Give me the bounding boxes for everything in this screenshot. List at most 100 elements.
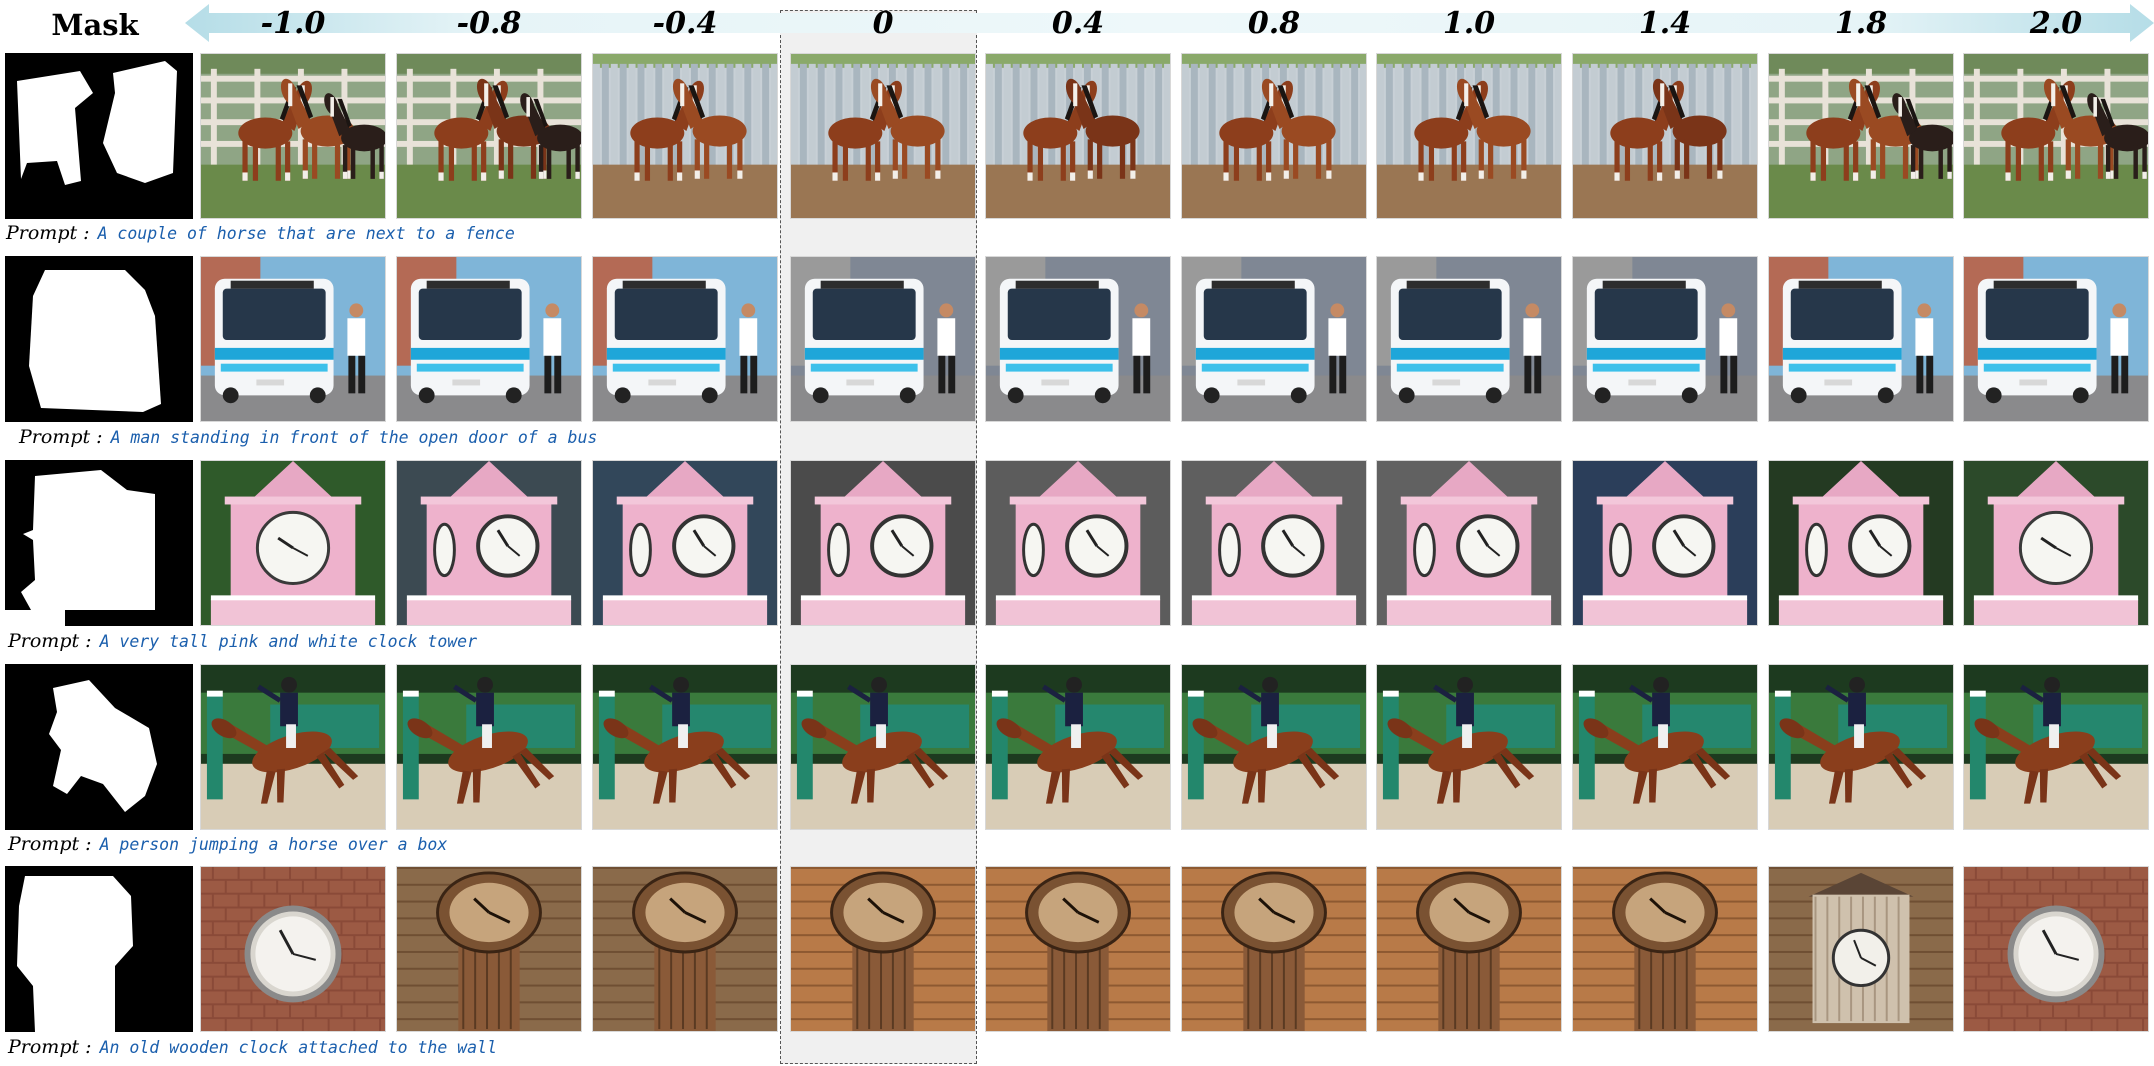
generated-image	[201, 867, 385, 1031]
generated-image	[593, 54, 777, 218]
generated-image-tile	[1963, 256, 2149, 422]
generated-image-tile	[200, 256, 386, 422]
mask-shape	[49, 680, 157, 812]
generated-image-tile	[1768, 460, 1954, 626]
mask-column-title: Mask	[51, 8, 139, 42]
prompt-key: Prompt :	[8, 630, 92, 652]
mask-shape	[5, 470, 155, 626]
generated-image	[201, 665, 385, 829]
generated-image	[1182, 665, 1366, 829]
generated-image-tile	[1376, 866, 1562, 1032]
generated-image	[791, 257, 975, 421]
scale-label: 1.0	[1442, 6, 1496, 41]
generated-image-tile	[790, 664, 976, 830]
generated-image-tile	[1768, 53, 1954, 219]
generated-image-tile	[1963, 664, 2149, 830]
generated-image	[1573, 665, 1757, 829]
generated-image-tile	[1181, 256, 1367, 422]
prompt-text: A man standing in front of the open door…	[110, 428, 598, 447]
prompt-text: A person jumping a horse over a box	[99, 835, 448, 854]
generated-image	[791, 665, 975, 829]
generated-image-tile	[1376, 256, 1562, 422]
generated-image-tile	[1963, 53, 2149, 219]
mask-shape	[29, 270, 161, 412]
generated-image-tile	[592, 460, 778, 626]
generated-image	[1377, 867, 1561, 1031]
generated-image	[1769, 257, 1953, 421]
mask-tile	[5, 256, 193, 422]
prompt-text: An old wooden clock attached to the wall	[99, 1038, 497, 1057]
scale-label: -0.4	[652, 6, 718, 41]
generated-image	[201, 461, 385, 625]
scale-label: -1.0	[260, 6, 326, 41]
generated-image-tile	[1181, 53, 1367, 219]
generated-image-tile	[985, 664, 1171, 830]
generated-image	[986, 54, 1170, 218]
generated-image	[791, 867, 975, 1031]
prompt-text: A very tall pink and white clock tower	[99, 632, 478, 651]
prompt-caption: Prompt : A person jumping a horse over a …	[8, 833, 447, 856]
generated-image	[1377, 257, 1561, 421]
generated-image	[397, 665, 581, 829]
prompt-caption: Prompt : A very tall pink and white clock…	[8, 630, 477, 653]
generated-image	[1964, 867, 2148, 1031]
generated-image	[986, 665, 1170, 829]
generated-image	[791, 54, 975, 218]
generated-image-tile	[396, 866, 582, 1032]
generated-image	[1377, 54, 1561, 218]
prompt-text: A couple of horse that are next to a fen…	[97, 224, 515, 243]
generated-image	[1964, 461, 2148, 625]
mask-tile	[5, 53, 193, 219]
generated-image-tile	[200, 866, 386, 1032]
generated-image-tile	[1768, 256, 1954, 422]
scale-arrow-icon	[185, 4, 2154, 42]
generated-image-tile	[985, 256, 1171, 422]
prompt-key: Prompt :	[19, 426, 103, 448]
generated-image	[1573, 257, 1757, 421]
generated-image	[986, 461, 1170, 625]
generated-image-tile	[1376, 460, 1562, 626]
mask-shape	[17, 61, 177, 185]
generated-image-tile	[1572, 53, 1758, 219]
generated-image-tile	[592, 53, 778, 219]
generated-image-tile	[592, 256, 778, 422]
generated-image	[397, 867, 581, 1031]
prompt-caption: Prompt : A man standing in front of the o…	[19, 426, 597, 449]
generated-image	[1769, 461, 1953, 625]
generated-image	[1769, 665, 1953, 829]
generated-image-tile	[790, 53, 976, 219]
generated-image-tile	[1572, 256, 1758, 422]
generated-image-tile	[790, 460, 976, 626]
generated-image	[397, 461, 581, 625]
generated-image-tile	[1572, 664, 1758, 830]
generated-image	[1377, 665, 1561, 829]
generated-image	[593, 867, 777, 1031]
scale-label: -0.8	[456, 6, 522, 41]
generated-image	[1182, 257, 1366, 421]
scale-label: 0.4	[1051, 6, 1105, 41]
prompt-caption: Prompt : A couple of horse that are next …	[6, 222, 515, 245]
generated-image-tile	[592, 866, 778, 1032]
generated-image-tile	[396, 460, 582, 626]
scale-label: 0	[872, 6, 894, 41]
scale-label: 1.4	[1638, 6, 1692, 41]
generated-image-tile	[1963, 460, 2149, 626]
generated-image-tile	[592, 664, 778, 830]
generated-image	[1573, 54, 1757, 218]
generated-image-tile	[1376, 664, 1562, 830]
prompt-key: Prompt :	[8, 833, 92, 855]
mask-tile	[5, 664, 193, 830]
generated-image	[1182, 461, 1366, 625]
generated-image	[1182, 54, 1366, 218]
generated-image	[593, 665, 777, 829]
generated-image-tile	[985, 866, 1171, 1032]
generated-image-tile	[790, 866, 976, 1032]
generated-image-tile	[396, 664, 582, 830]
generated-image	[1769, 867, 1953, 1031]
prompt-caption: Prompt : An old wooden clock attached to …	[8, 1036, 497, 1059]
scale-label: 0.8	[1247, 6, 1301, 41]
scale-label: 1.8	[1834, 6, 1888, 41]
generated-image	[986, 867, 1170, 1031]
generated-image	[201, 54, 385, 218]
